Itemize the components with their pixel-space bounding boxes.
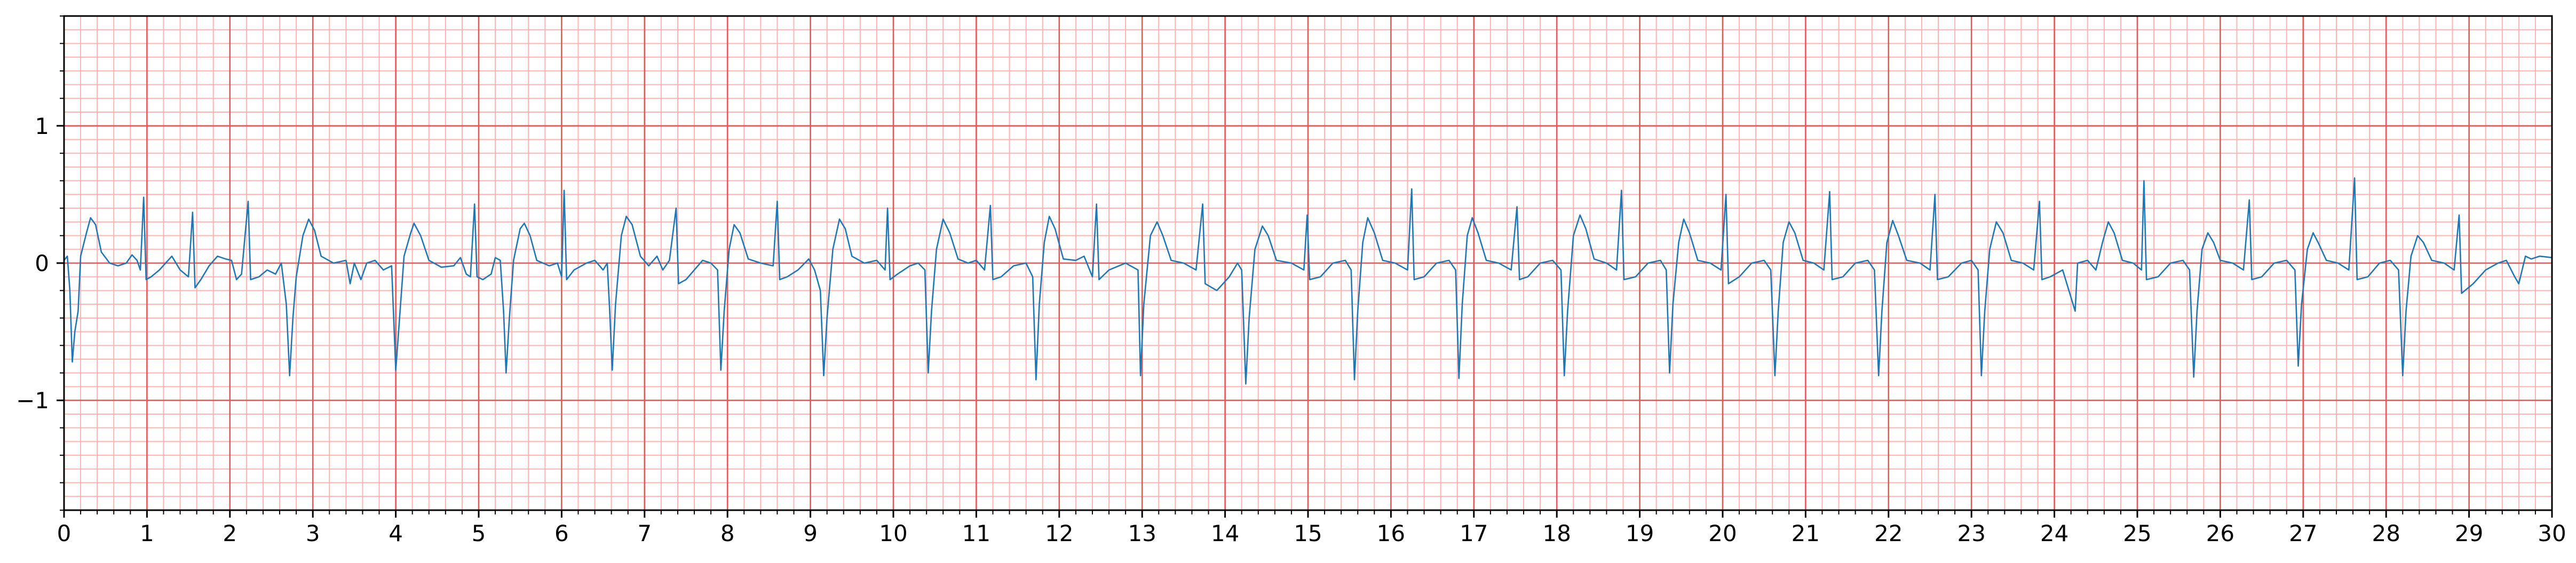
x-tick-label: 16	[1377, 520, 1405, 546]
ecg-trace-line	[63, 177, 2553, 385]
x-tick-label: 7	[637, 520, 652, 546]
x-tick-label: 11	[962, 520, 990, 546]
y-tick-label: 1	[35, 113, 49, 139]
x-tick-label: 19	[1626, 520, 1654, 546]
x-tick-label: 5	[472, 520, 486, 546]
x-tick-label: 6	[554, 520, 569, 546]
y-tick-label: −1	[16, 387, 49, 414]
x-tick-label: 2	[223, 520, 237, 546]
y-tick-label: 0	[35, 250, 49, 276]
x-tick-label: 3	[306, 520, 320, 546]
x-tick-label: 29	[2455, 520, 2483, 546]
x-tick-label: 4	[389, 520, 403, 546]
x-tick-label: 27	[2289, 520, 2317, 546]
x-tick-label: 14	[1211, 520, 1239, 546]
x-tick-label: 12	[1045, 520, 1073, 546]
x-tick-label: 28	[2372, 520, 2400, 546]
x-tick-label: 17	[1460, 520, 1488, 546]
x-tick-label: 30	[2538, 520, 2566, 546]
x-tick-label: 8	[720, 520, 735, 546]
x-tick-label: 13	[1128, 520, 1156, 546]
x-tick-label: 1	[140, 520, 154, 546]
x-axis: 0 1 2 3 4 5 6 7 8 9 10 11 12 13 14 15 16 17 18 19 20 21 22 23 24…	[57, 510, 2566, 546]
x-tick-label: 18	[1542, 520, 1571, 546]
x-tick-label: 20	[1708, 520, 1737, 546]
x-tick-label: 10	[879, 520, 907, 546]
x-tick-label: 21	[1792, 520, 1820, 546]
x-tick-label: 24	[2040, 520, 2068, 546]
x-tick-label: 0	[57, 520, 72, 546]
x-tick-label: 15	[1294, 520, 1322, 546]
x-tick-label: 22	[1874, 520, 1903, 546]
x-tick-label: 26	[2206, 520, 2234, 546]
x-tick-label: 23	[1957, 520, 1985, 546]
x-tick-label: 25	[2123, 520, 2151, 546]
y-axis: −1 0 1	[16, 15, 64, 511]
x-tick-label: 9	[803, 520, 818, 546]
